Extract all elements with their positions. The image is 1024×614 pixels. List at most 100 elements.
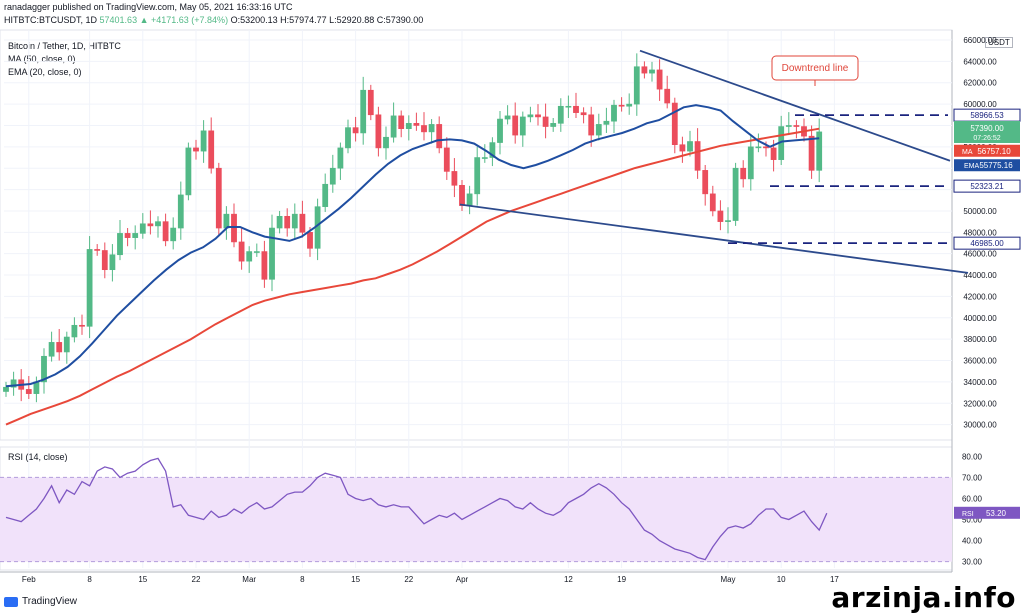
bar-countdown: 07:26:52: [973, 135, 1000, 142]
candle-body: [474, 157, 481, 195]
level-label: 46985.00: [970, 239, 1004, 248]
candle-body: [390, 115, 397, 138]
tradingview-label: TradingView: [22, 596, 78, 607]
candle-body: [132, 233, 139, 238]
candle-body: [436, 124, 443, 149]
candle-body: [345, 127, 351, 149]
downtrend-line-upper: [639, 49, 951, 162]
candle-body: [679, 144, 686, 152]
rsi-line: [5, 457, 828, 561]
x-tick-label: Mar: [242, 575, 256, 584]
x-tick-label: 15: [138, 575, 147, 584]
candle-body: [428, 124, 435, 133]
candle-body: [322, 183, 329, 207]
watermark: arzinja.info: [831, 581, 1016, 614]
x-tick-label: 22: [404, 575, 413, 584]
candle-body: [808, 135, 815, 171]
candle-body: [117, 233, 123, 256]
candle-body: [519, 116, 526, 136]
y-tick-label: 48000.00: [963, 228, 997, 237]
ema-tag-label: EMA: [964, 163, 980, 170]
candle-body: [170, 227, 177, 242]
rsi-y-tick: 30.00: [962, 558, 983, 567]
x-tick-label: 8: [87, 575, 92, 584]
candle-body: [793, 125, 800, 127]
candle-body: [451, 171, 458, 186]
rsi-y-tick: 60.00: [962, 494, 983, 503]
candle-body: [223, 213, 230, 229]
candle-body: [337, 147, 344, 169]
candle-body: [565, 105, 572, 108]
candle-body: [162, 221, 169, 242]
candle-body: [375, 114, 382, 149]
candle-body: [671, 102, 678, 146]
candle-body: [63, 336, 70, 353]
candle-body: [687, 141, 693, 152]
downtrend-line-lower: [459, 203, 969, 274]
ema20-line: [5, 104, 820, 388]
y-tick-label: 36000.00: [963, 357, 997, 366]
candle-body: [193, 147, 199, 152]
candles: [3, 53, 823, 403]
candle-body: [299, 213, 306, 233]
candle-body: [649, 69, 655, 74]
candle-body: [542, 116, 549, 127]
candle-body: [633, 66, 640, 105]
candle-body: [3, 386, 9, 392]
candle-body: [56, 342, 63, 353]
candle-body: [71, 324, 78, 338]
candle-body: [238, 241, 245, 262]
x-tick-label: 10: [777, 575, 786, 584]
tradingview-logo[interactable]: TradingView: [4, 596, 77, 607]
legend-ema: EMA (20, close, 0): [8, 67, 82, 77]
candle-body: [694, 141, 701, 171]
candle-body: [512, 115, 519, 136]
candle-body: [641, 66, 648, 74]
candle-body: [755, 146, 762, 149]
candle-body: [717, 210, 724, 222]
candle-body: [527, 114, 534, 118]
candle-body: [443, 147, 450, 172]
symbol: HITBTC:BTCUSDT, 1D: [4, 15, 98, 25]
candle-body: [231, 213, 237, 243]
candle-body: [595, 124, 602, 136]
level-label-box: [953, 236, 1021, 250]
y-tick-label: 44000.00: [963, 271, 997, 280]
candle-body: [367, 89, 374, 116]
candle-body: [200, 130, 207, 152]
ema-price: 55775.16: [979, 161, 1013, 170]
candle-body: [139, 223, 146, 234]
y-tick-label: 46000.00: [963, 250, 997, 259]
rsi-y-tick: 70.00: [962, 473, 983, 482]
candle-body: [405, 123, 412, 129]
rsi-tag-label: RSI: [962, 511, 974, 518]
candle-body: [611, 104, 617, 122]
candle-body: [269, 227, 275, 280]
y-tick-label: 50000.00: [963, 207, 997, 216]
y-tick-label: 34000.00: [963, 378, 997, 387]
y-tick-label: 38000.00: [963, 335, 997, 344]
candle-body: [329, 167, 336, 185]
y-tick-label: 64000.00: [963, 57, 997, 66]
ma-price-tag: [954, 144, 1020, 157]
x-tick-label: 15: [351, 575, 360, 584]
price-change: ▲ +4171.63 (+7.84%): [139, 15, 229, 25]
candle-body: [459, 185, 465, 206]
candle-body: [208, 130, 215, 169]
y-tick-label: 40000.00: [963, 314, 997, 323]
rsi-current-value: 53.20: [986, 509, 1007, 518]
candle-body: [246, 251, 253, 262]
candle-body: [284, 215, 291, 229]
candle-body: [94, 249, 101, 251]
ma-tag-label: MA: [962, 149, 973, 156]
y-tick-label: 62000.00: [963, 79, 997, 88]
currency-badge[interactable]: USDT: [985, 37, 1013, 48]
y-tick-label: 66000.00: [963, 36, 997, 45]
candle-body: [618, 104, 625, 107]
candle-body: [489, 142, 496, 158]
candle-body: [276, 215, 283, 229]
candle-body: [261, 251, 268, 280]
candle-body: [664, 88, 671, 104]
x-tick-label: 22: [192, 575, 201, 584]
